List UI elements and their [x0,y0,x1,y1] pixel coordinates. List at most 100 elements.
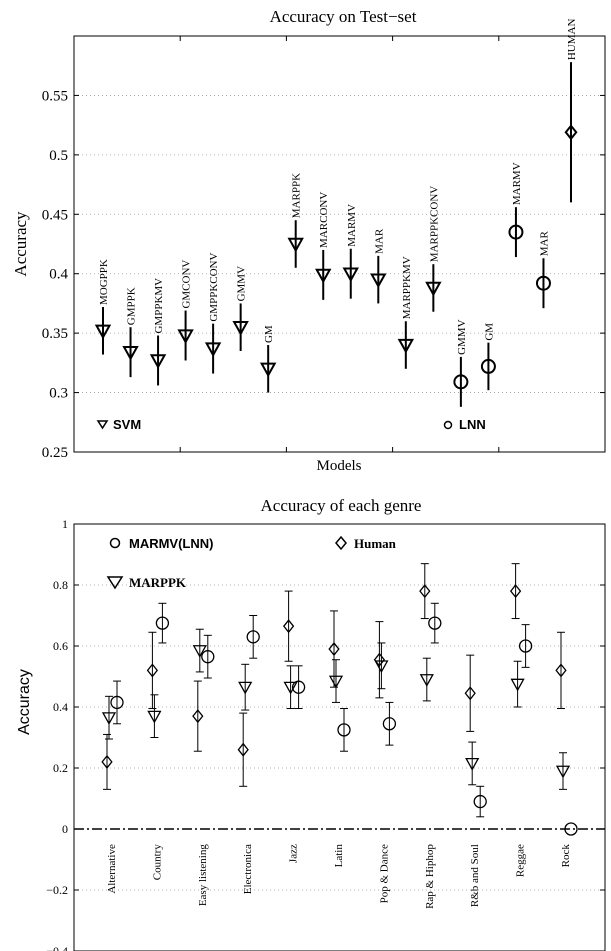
top-chart-title: Accuracy on Test−set [270,7,417,26]
category-label-jazz: Jazz [288,844,300,863]
top-point-label: GMPPKCONV [208,253,220,322]
top-y-tick-label: 0.4 [49,267,68,283]
bottom-y-tick-label: 0.2 [53,761,68,775]
top-point-gmppkconv-triangle-down [204,342,222,358]
top-point-gmmv-triangle-down [232,321,249,336]
legend-lnn-marker [443,420,453,430]
point-marmv-lnn-easy-listening [201,650,215,664]
top-point-marppkmv-triangle-down [397,338,415,354]
top-point-marmv-circle [508,224,524,240]
top-x-axis-label: Models [317,458,362,474]
top-point-gm-circle [480,358,496,374]
bottom-y-tick-label: 0 [62,822,68,836]
bottom-plot-frame [73,523,606,951]
point-human-rap-hiphop [419,584,431,599]
top-y-tick-label: 0.45 [42,207,68,223]
point-marmv-lnn-reggae [518,639,533,653]
bottom-y-tick-label: −0.4 [46,944,68,951]
top-point-label: GMMV [456,319,468,355]
top-point-gm-triangle-down [259,362,277,378]
bottom-y-tick-label: 1 [62,517,68,531]
point-human-easy-listening [192,709,204,724]
top-point-label: GM [263,325,275,343]
point-marppk-easy-listening [192,645,207,658]
point-human-r-b-and-soul [464,686,476,701]
top-point-gmppkmv-triangle-down [149,354,167,370]
point-marppk-rap-hiphop [419,674,434,687]
point-human-reggae [509,584,522,599]
top-point-label: MAR [373,228,385,254]
bottom-y-axis-label: Accuracy [16,669,33,735]
bottom-y-tick-label: 0.8 [53,578,68,592]
point-marmv-lnn-country [155,616,170,630]
category-label-reggae: Reggae [515,844,527,877]
point-marppk-jazz [283,681,298,695]
category-label-latin: Latin [333,844,345,868]
top-legend-svm: SVM [96,417,141,432]
top-point-label: MARMV [511,162,523,205]
top-y-ticks: 0.25 0.3 0.35 0.4 0.45 0.5 0.55 [42,88,605,461]
top-point-mar-triangle-down [370,273,387,289]
top-point-label: GMCONV [181,260,193,309]
point-marmv-lnn-electronica [246,630,260,644]
legend-lnn-label: LNN [459,417,486,432]
point-human-electronica [237,742,249,757]
category-label-alternative: Alternative [106,844,118,894]
point-human-latin [328,642,340,657]
top-point-label: GMPPKMV [153,278,165,334]
top-point-label: MARMV [346,204,358,247]
top-grid [74,95,605,393]
legend-marmv-lnn-marker [109,537,121,549]
point-marmv-lnn-r-b-and-soul [473,794,487,809]
accuracy-per-genre-chart: Accuracy of each genre −0.4 −0.2 0 0.2 0.4 0.… [16,496,606,951]
point-marppk-country [147,710,162,724]
top-point-label: MARPPK [291,173,303,218]
bottom-chart-title: Accuracy of each genre [261,496,422,515]
top-x-ticks [179,36,500,452]
point-marmv-lnn-alternative [110,695,124,710]
top-point-label: MARPPKCONV [428,186,440,262]
point-human-rock [555,663,567,678]
point-human-country [146,663,159,678]
top-point-label: GMPPK [126,287,138,325]
category-label-country: Country [151,844,163,881]
top-legend-lnn: LNN [443,417,486,432]
category-label-pop-dance: Pop & Dance [378,844,390,903]
point-marppk-r-b-and-soul [465,757,480,771]
top-point-label: MARCONV [318,192,330,248]
legend-svm-marker [96,420,109,430]
point-human-pop-dance [373,652,386,667]
point-marppk-latin [328,675,344,689]
top-point-human-diamond [564,124,578,141]
bottom-data-marks [101,563,578,836]
category-label-r-b-and-soul: R&b and Soul [469,844,481,907]
legend-marmv-lnn-label: MARMV(LNN) [129,536,213,551]
top-y-tick-label: 0.55 [42,88,68,104]
point-marppk-reggae [510,678,525,692]
top-point-gmconv-triangle-down [177,329,194,345]
accuracy-test-set-chart: Accuracy on Test−set 0.250.30.350.40.450… [11,7,606,474]
top-y-tick-label: 0.5 [49,148,68,164]
point-marmv-lnn-rock [564,822,578,836]
point-marmv-lnn-jazz [291,680,306,694]
bottom-category-labels: Alternative Country Easy listening Electron… [106,844,572,909]
bottom-legend: MARMV(LNN) Human MARPPK [106,535,397,590]
bottom-y-tick-label: 0.4 [53,700,68,714]
category-label-electronica: Electronica [242,844,254,894]
category-label-easy-listening: Easy listening [197,844,209,907]
legend-marppk-marker [106,576,124,590]
point-human-jazz [282,619,295,634]
category-label-rock: Rock [560,844,572,868]
top-point-label: MARPPKMV [401,256,413,319]
top-point-label: GMMV [236,266,248,302]
point-marppk-pop-dance [374,660,389,674]
legend-human-label: Human [354,536,397,551]
legend-svm-label: SVM [113,417,141,432]
bottom-y-tick-label: 0.6 [53,639,68,653]
category-label-rap-hiphop: Rap & Hiphop [424,844,436,909]
point-marmv-lnn-pop-dance [382,717,397,731]
legend-marmv-lnn: MARMV(LNN) [109,536,213,551]
legend-human-marker [335,535,347,551]
top-y-tick-label: 0.25 [42,445,68,461]
top-y-tick-label: 0.3 [49,386,68,402]
